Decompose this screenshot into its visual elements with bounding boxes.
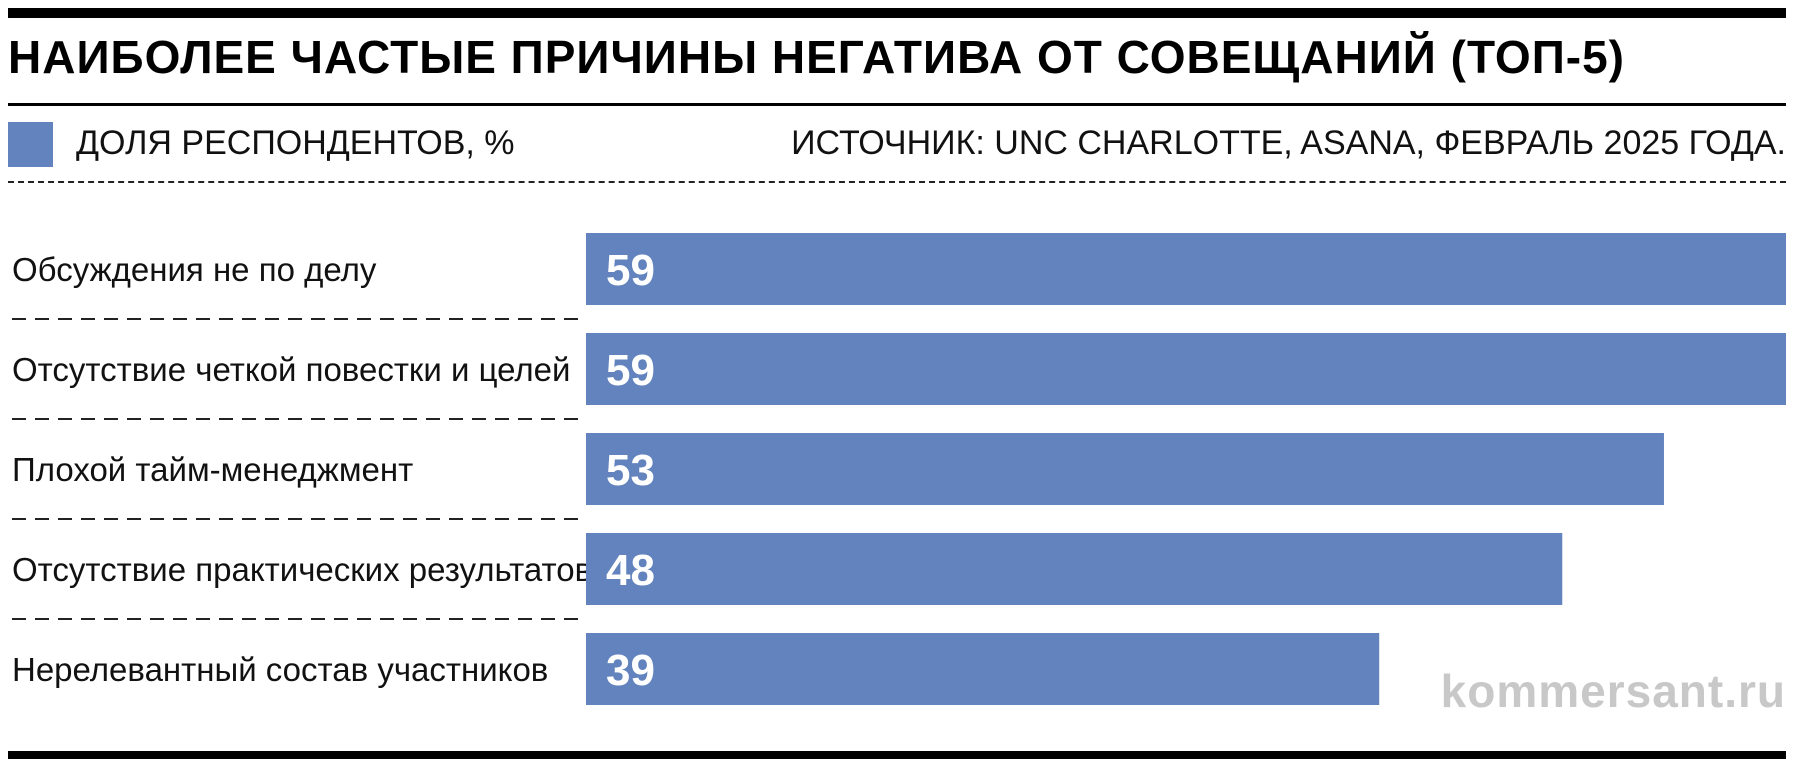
source-note: ИСТОЧНИК: UNC CHARLOTTE, ASANA, ФЕВРАЛЬ … xyxy=(791,124,1786,162)
bar xyxy=(586,333,1786,405)
bar-value-label: 48 xyxy=(606,546,655,595)
bar xyxy=(586,633,1380,705)
watermark: kommersant.ru xyxy=(1440,665,1786,717)
category-label: Отсутствие практических результатов xyxy=(12,551,592,588)
bar-value-label: 59 xyxy=(606,246,655,295)
legend-swatch xyxy=(8,122,53,167)
bar-value-label: 39 xyxy=(606,646,655,695)
title-rule xyxy=(8,103,1786,106)
bar-value-label: 59 xyxy=(606,346,655,395)
header-divider xyxy=(8,181,1786,183)
bar xyxy=(586,233,1786,305)
legend-label: ДОЛЯ РЕСПОНДЕНТОВ, % xyxy=(76,124,515,162)
category-label: Обсуждения не по делу xyxy=(12,251,377,288)
bar xyxy=(586,433,1664,505)
chart-title: НАИБОЛЕЕ ЧАСТЫЕ ПРИЧИНЫ НЕГАТИВА ОТ СОВЕ… xyxy=(8,31,1625,83)
category-label: Нерелевантный состав участников xyxy=(12,651,548,688)
category-label: Плохой тайм-менеджмент xyxy=(12,451,413,488)
bottom-rule xyxy=(8,751,1786,759)
bar-value-label: 53 xyxy=(606,446,655,495)
top-rule xyxy=(8,8,1786,18)
bar xyxy=(586,533,1563,605)
category-label: Отсутствие четкой повестки и целей xyxy=(12,351,570,388)
